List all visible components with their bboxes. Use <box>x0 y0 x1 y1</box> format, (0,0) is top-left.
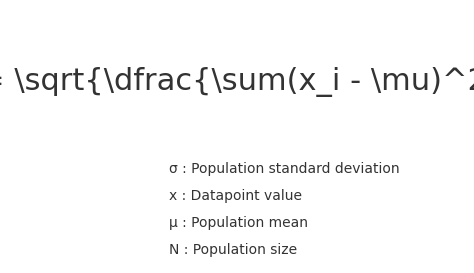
Text: \sigma = \sqrt{\dfrac{\sum(x_i - \mu)^2}{N}}: \sigma = \sqrt{\dfrac{\sum(x_i - \mu)^2}… <box>0 67 474 97</box>
Text: x : Datapoint value: x : Datapoint value <box>169 189 302 203</box>
Text: μ : Population mean: μ : Population mean <box>169 216 308 230</box>
Text: σ : Population standard deviation: σ : Population standard deviation <box>169 162 400 176</box>
Text: N : Population size: N : Population size <box>169 243 297 257</box>
